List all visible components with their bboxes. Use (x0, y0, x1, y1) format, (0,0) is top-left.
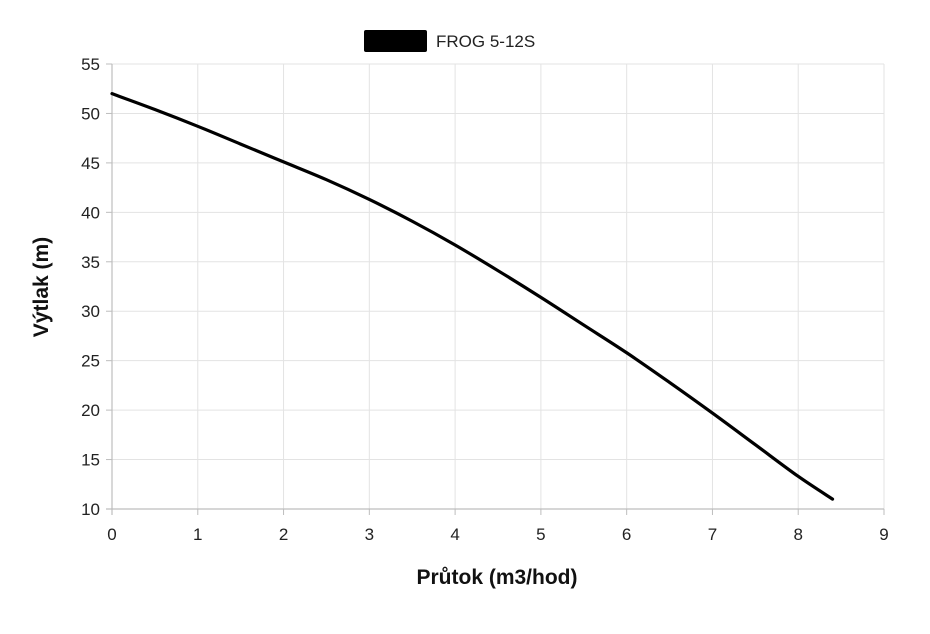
y-tick-label-3: 25 (81, 352, 100, 371)
y-tick-labels: 10 15 20 25 30 35 40 45 50 55 (81, 55, 100, 519)
y-tick-label-9: 55 (81, 55, 100, 74)
y-tick-label-2: 20 (81, 401, 100, 420)
x-tick-label-8: 8 (793, 525, 802, 544)
x-tick-label-2: 2 (279, 525, 288, 544)
y-tick-label-4: 30 (81, 302, 100, 321)
y-tick-label-8: 50 (81, 104, 100, 123)
y-tick-label-7: 45 (81, 154, 100, 173)
legend: FROG 5-12S (364, 30, 535, 52)
legend-swatch (364, 30, 427, 52)
x-tick-label-6: 6 (622, 525, 631, 544)
y-tick-label-0: 10 (81, 500, 100, 519)
x-tick-label-1: 1 (193, 525, 202, 544)
y-tick-label-5: 35 (81, 253, 100, 272)
y-axis-title: Výtlak (m) (30, 237, 53, 337)
x-tick-labels: 0 1 2 3 4 5 6 7 8 9 (107, 525, 888, 544)
y-tick-label-6: 40 (81, 203, 100, 222)
x-axis-title: Průtok (m3/hod) (417, 566, 578, 589)
x-tick-label-5: 5 (536, 525, 545, 544)
x-tick-label-9: 9 (879, 525, 888, 544)
axes (106, 63, 885, 515)
series-line-0 (110, 92, 835, 501)
y-tick-label-1: 15 (81, 451, 100, 470)
legend-label: FROG 5-12S (436, 32, 535, 51)
x-tick-label-7: 7 (708, 525, 717, 544)
series (110, 92, 835, 501)
x-tick-label-0: 0 (107, 525, 116, 544)
x-tick-label-4: 4 (450, 525, 459, 544)
grid (111, 63, 885, 510)
x-tick-label-3: 3 (365, 525, 374, 544)
